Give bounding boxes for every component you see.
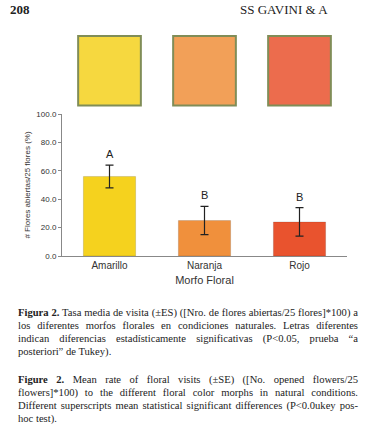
svg-text:60.0: 60.0	[41, 167, 57, 176]
html-text:Figure 2.: Figure 2.	[18, 374, 65, 385]
svg-text:0.0: 0.0	[45, 252, 57, 261]
svg-text:B: B	[296, 191, 303, 203]
svg-text:40.0: 40.0	[41, 195, 57, 204]
html-text:Figura 2. Tasa media de visita: Figura 2. Tasa media de visita (±ES) ([N…	[18, 307, 358, 357]
html-text:208: 208	[10, 2, 30, 17]
svg-text:80.0: 80.0	[41, 138, 57, 147]
svg-text:20.0: 20.0	[41, 223, 57, 232]
svg-text:Naranja: Naranja	[187, 260, 222, 271]
svg-text:B: B	[201, 189, 208, 201]
svg-text:# Flores abiertas/25 flores (%: # Flores abiertas/25 flores (%)	[23, 131, 32, 238]
html-text:SS GAVINI & A: SS GAVINI & A	[240, 2, 328, 17]
svg-text:Amarillo: Amarillo	[91, 260, 128, 271]
html-text:Mean rate of floral visits (±S: Mean rate of floral visits (±SE) ([No. o…	[18, 374, 358, 424]
svg-text:Rojo: Rojo	[289, 260, 310, 271]
svg-text:A: A	[106, 148, 114, 160]
svg-text:100.0: 100.0	[36, 110, 57, 119]
svg-text:Morfo Floral: Morfo Floral	[175, 274, 234, 286]
